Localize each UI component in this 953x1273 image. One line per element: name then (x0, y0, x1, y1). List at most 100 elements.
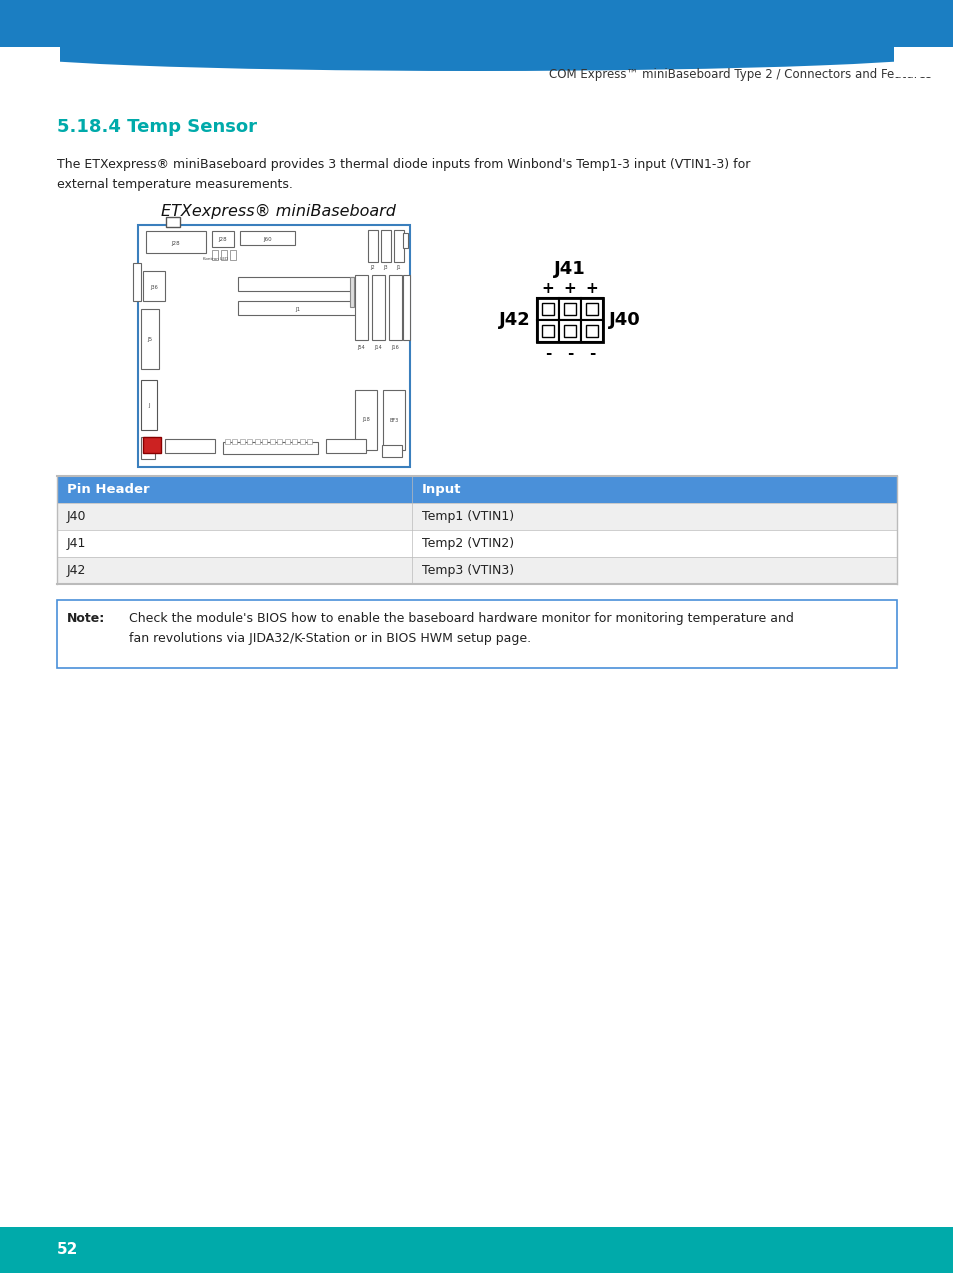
Text: Temp1 (VTIN1): Temp1 (VTIN1) (421, 510, 514, 523)
Bar (563, 303, 576, 314)
Bar (240, 230, 294, 244)
Text: J41: J41 (554, 260, 585, 278)
Text: +: + (563, 281, 576, 297)
Text: J16: J16 (392, 345, 399, 350)
Text: Pin Header: Pin Header (67, 482, 150, 496)
Bar (563, 325, 576, 337)
Bar (585, 325, 598, 337)
Ellipse shape (0, 33, 953, 71)
Bar (381, 446, 401, 457)
Bar (212, 250, 218, 260)
Bar (141, 437, 154, 460)
Text: J1: J1 (396, 265, 401, 270)
Bar (326, 439, 366, 453)
Text: J5: J5 (148, 336, 152, 341)
Bar (382, 390, 405, 449)
Text: J28: J28 (218, 238, 227, 242)
Bar (355, 390, 376, 449)
Text: Check the module's BIOS how to enable the baseboard hardware monitor for monitor: Check the module's BIOS how to enable th… (129, 612, 793, 625)
Bar (293, 439, 297, 444)
Bar (132, 264, 141, 300)
Bar (277, 439, 282, 444)
Text: J60: J60 (263, 237, 272, 242)
Bar (240, 439, 245, 444)
Bar (221, 250, 227, 260)
Text: J41: J41 (67, 537, 87, 550)
Bar (138, 225, 410, 467)
Text: Note:: Note: (67, 612, 105, 625)
Text: J40: J40 (67, 510, 87, 523)
Text: J28: J28 (172, 241, 180, 246)
Bar (537, 298, 558, 320)
Bar (57, 503, 896, 530)
Bar (368, 230, 377, 262)
Text: COM Express™ miniBaseboard Type 2 / Connectors and Features: COM Express™ miniBaseboard Type 2 / Conn… (549, 67, 931, 81)
Bar (580, 320, 602, 342)
Bar (307, 439, 313, 444)
Text: J36: J36 (150, 284, 157, 289)
Bar (262, 439, 267, 444)
Text: BF3: BF3 (389, 418, 398, 423)
Bar (402, 275, 410, 340)
Text: Input: Input (421, 482, 461, 496)
Bar (893, 47, 953, 76)
Bar (389, 275, 401, 340)
Bar (141, 309, 159, 369)
Bar (541, 303, 554, 314)
Bar (57, 558, 896, 584)
Bar (402, 233, 408, 248)
Bar (57, 600, 896, 668)
Text: 5.18.4 Temp Sensor: 5.18.4 Temp Sensor (57, 118, 256, 136)
Bar (143, 271, 165, 300)
Text: Kontron LED: Kontron LED (203, 257, 228, 261)
Bar (580, 298, 602, 320)
Text: J2: J2 (371, 265, 375, 270)
Bar (0, 0, 953, 52)
Text: The ETXexpress® miniBaseboard provides 3 thermal diode inputs from Winbond's Tem: The ETXexpress® miniBaseboard provides 3… (57, 158, 750, 171)
Text: -: - (588, 346, 595, 362)
Bar (0, 47, 60, 76)
Bar (558, 298, 580, 320)
Bar (237, 300, 357, 314)
Bar (237, 278, 357, 292)
Text: J18: J18 (362, 418, 370, 423)
Bar (254, 439, 260, 444)
Bar (585, 303, 598, 314)
Bar (558, 320, 580, 342)
Bar (223, 442, 317, 454)
Bar (141, 381, 157, 430)
Bar (57, 530, 896, 558)
Bar (537, 320, 558, 342)
Text: -: - (544, 346, 551, 362)
Text: external temperature measurements.: external temperature measurements. (57, 178, 293, 191)
Text: fan revolutions via JIDA32/K-Station or in BIOS HWM setup page.: fan revolutions via JIDA32/K-Station or … (129, 631, 531, 645)
Bar (165, 439, 214, 453)
Text: J42: J42 (498, 311, 531, 328)
Bar (233, 439, 237, 444)
Text: Temp2 (VTIN2): Temp2 (VTIN2) (421, 537, 514, 550)
Text: +: + (585, 281, 598, 297)
Bar (350, 278, 354, 307)
Bar (166, 216, 180, 227)
Text: J54: J54 (357, 345, 365, 350)
Bar (355, 275, 368, 340)
Bar (212, 230, 233, 247)
Bar (394, 230, 403, 262)
Text: J1: J1 (295, 307, 300, 312)
Bar (146, 230, 206, 253)
Bar (372, 275, 385, 340)
Text: Temp3 (VTIN3): Temp3 (VTIN3) (421, 564, 514, 577)
Bar (541, 325, 554, 337)
Bar (270, 439, 274, 444)
Bar (225, 439, 230, 444)
Bar (57, 476, 896, 503)
Text: ETXexpress® miniBaseboard: ETXexpress® miniBaseboard (160, 204, 395, 219)
Text: J40: J40 (608, 311, 640, 328)
Bar (285, 439, 290, 444)
Bar (143, 437, 161, 453)
Bar (0, 1227, 953, 1273)
Bar (537, 298, 602, 342)
Bar (380, 230, 391, 262)
Bar (299, 439, 305, 444)
Text: J: J (148, 402, 150, 407)
